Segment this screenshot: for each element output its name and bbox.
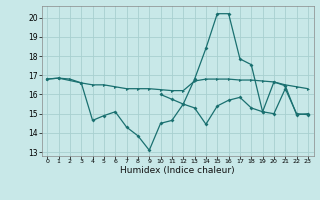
X-axis label: Humidex (Indice chaleur): Humidex (Indice chaleur): [120, 166, 235, 175]
